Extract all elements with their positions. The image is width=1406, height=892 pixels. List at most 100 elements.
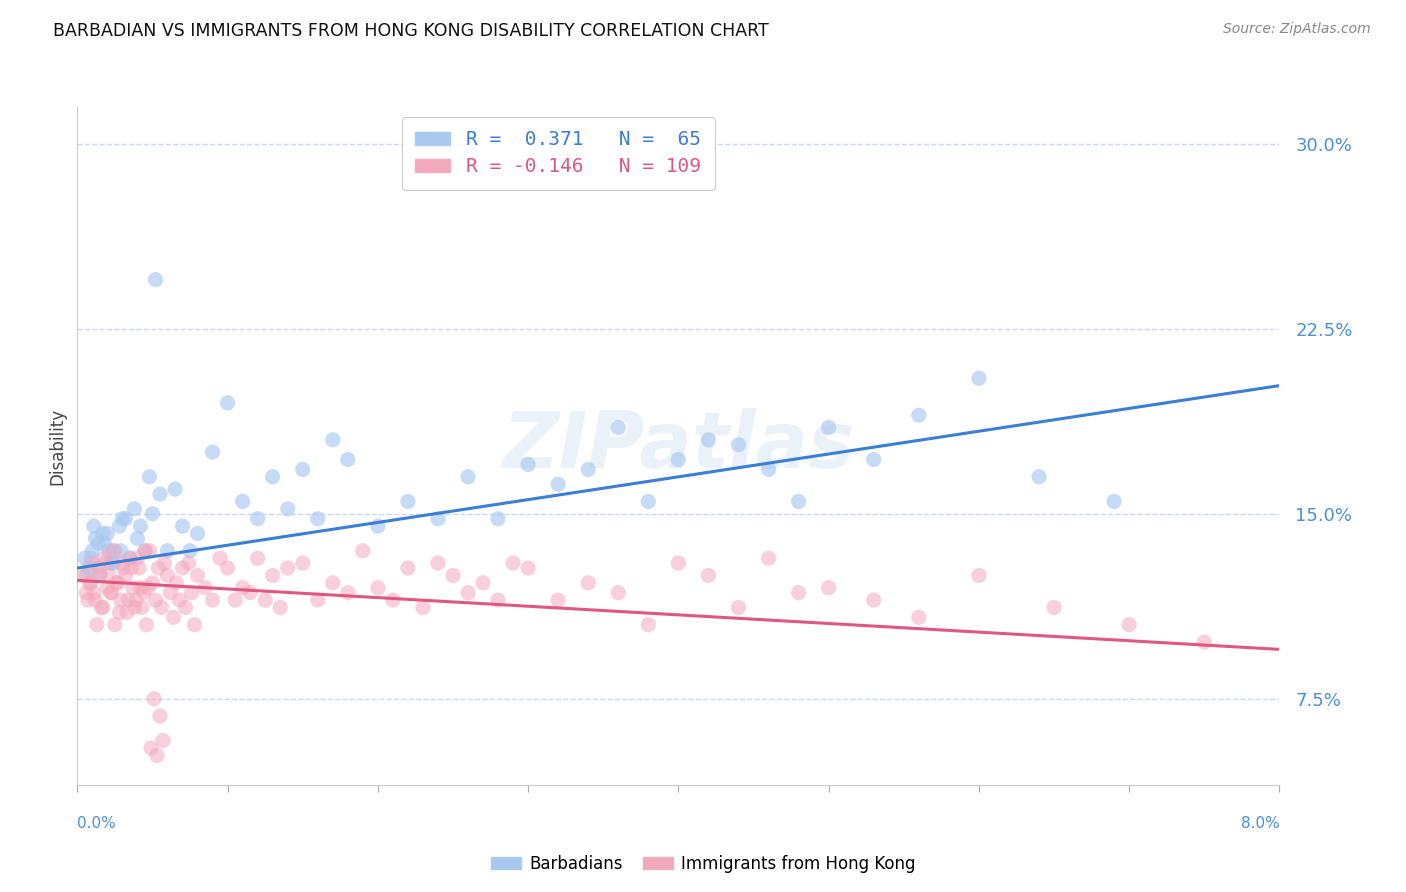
Point <box>129 581 152 595</box>
Point <box>457 585 479 599</box>
Point <box>1102 494 1125 508</box>
Point <box>103 556 125 570</box>
Point <box>224 593 246 607</box>
Point <box>179 543 201 558</box>
Point <box>787 494 810 508</box>
Point <box>127 532 149 546</box>
Point <box>367 581 389 595</box>
Point <box>75 585 97 599</box>
Point <box>72 568 94 582</box>
Point <box>122 581 145 595</box>
Point <box>79 575 101 590</box>
Point <box>84 593 107 607</box>
Text: Source: ZipAtlas.com: Source: ZipAtlas.com <box>1223 22 1371 37</box>
Point <box>149 709 172 723</box>
Point <box>637 617 659 632</box>
Point <box>908 610 931 624</box>
Point <box>239 585 262 599</box>
Point <box>93 551 115 566</box>
Legend: Barbadians, Immigrants from Hong Kong: Barbadians, Immigrants from Hong Kong <box>484 848 922 880</box>
Y-axis label: Disability: Disability <box>48 408 66 484</box>
Point <box>758 462 780 476</box>
Point <box>86 617 108 632</box>
Point <box>124 501 146 516</box>
Point <box>180 585 202 599</box>
Point <box>472 575 495 590</box>
Point <box>246 551 269 566</box>
Point <box>307 593 329 607</box>
Point <box>143 691 166 706</box>
Point <box>87 561 110 575</box>
Point <box>166 575 188 590</box>
Point <box>201 593 224 607</box>
Point <box>1043 600 1066 615</box>
Point <box>139 741 162 756</box>
Point <box>246 512 269 526</box>
Point <box>124 600 146 615</box>
Point <box>96 526 118 541</box>
Point <box>186 526 209 541</box>
Point <box>367 519 389 533</box>
Point <box>172 519 194 533</box>
Point <box>291 462 314 476</box>
Point <box>254 593 277 607</box>
Point <box>307 512 329 526</box>
Point <box>135 617 157 632</box>
Point <box>637 494 659 508</box>
Point <box>108 519 131 533</box>
Point <box>967 371 990 385</box>
Point <box>169 593 191 607</box>
Point <box>336 585 359 599</box>
Point <box>396 561 419 575</box>
Point <box>82 543 104 558</box>
Point <box>336 452 359 467</box>
Point <box>89 568 111 582</box>
Point <box>108 606 131 620</box>
Point <box>134 543 156 558</box>
Point <box>110 593 132 607</box>
Point <box>80 551 103 566</box>
Point <box>120 561 142 575</box>
Point <box>177 556 200 570</box>
Point <box>105 575 128 590</box>
Point <box>486 593 509 607</box>
Point <box>114 568 136 582</box>
Point <box>89 568 111 582</box>
Point <box>82 556 104 570</box>
Point <box>118 551 141 566</box>
Text: 8.0%: 8.0% <box>1240 816 1279 831</box>
Text: BARBADIAN VS IMMIGRANTS FROM HONG KONG DISABILITY CORRELATION CHART: BARBADIAN VS IMMIGRANTS FROM HONG KONG D… <box>53 22 769 40</box>
Point <box>232 581 254 595</box>
Point <box>194 581 217 595</box>
Point <box>80 575 103 590</box>
Point <box>517 561 540 575</box>
Point <box>291 556 314 570</box>
Point <box>186 568 209 582</box>
Point <box>1028 470 1050 484</box>
Point <box>138 470 160 484</box>
Point <box>145 593 167 607</box>
Point <box>134 543 156 558</box>
Point <box>502 556 524 570</box>
Point <box>127 551 149 566</box>
Point <box>576 575 599 590</box>
Point <box>83 585 105 599</box>
Point <box>201 445 224 459</box>
Point <box>97 543 120 558</box>
Point <box>150 600 173 615</box>
Point <box>163 482 186 496</box>
Point <box>93 536 115 550</box>
Point <box>148 561 170 575</box>
Point <box>262 470 284 484</box>
Point <box>396 494 419 508</box>
Point <box>787 585 810 599</box>
Point <box>112 561 135 575</box>
Point <box>817 581 839 595</box>
Point <box>152 733 174 747</box>
Point <box>131 600 153 615</box>
Point <box>159 585 181 599</box>
Point <box>547 593 569 607</box>
Point <box>117 593 139 607</box>
Point <box>668 556 690 570</box>
Point <box>153 556 176 570</box>
